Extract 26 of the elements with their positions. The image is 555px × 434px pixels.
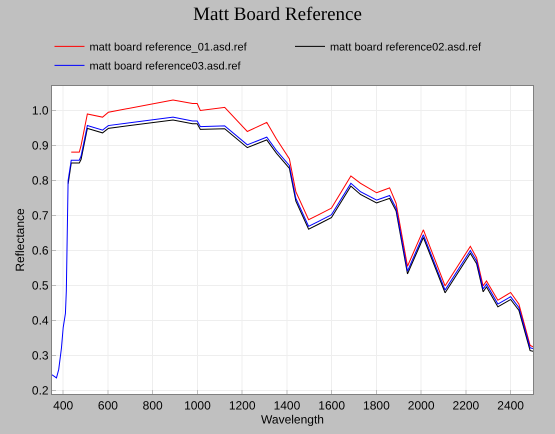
y-tick-label: 0.8 bbox=[32, 174, 49, 188]
x-tick-label: 1400 bbox=[274, 398, 301, 412]
x-tick-label: 400 bbox=[53, 398, 74, 412]
y-tick-label: 1.0 bbox=[32, 104, 49, 118]
x-tick-label: 1000 bbox=[184, 398, 212, 412]
legend-label: matt board reference_01.asd.ref bbox=[90, 42, 248, 54]
x-tick-label: 2200 bbox=[452, 398, 480, 412]
y-tick-label: 0.4 bbox=[32, 314, 49, 328]
y-tick-label: 0.3 bbox=[32, 348, 49, 363]
chart-title: Matt Board Reference bbox=[193, 4, 362, 25]
x-tick-label: 2400 bbox=[497, 398, 524, 412]
x-tick-label: 1600 bbox=[318, 398, 346, 412]
y-tick-label: 0.7 bbox=[32, 208, 49, 223]
y-tick-label: 0.5 bbox=[32, 278, 49, 293]
y-tick-label: 0.9 bbox=[32, 138, 49, 153]
x-axis-title: Wavelength bbox=[261, 412, 324, 426]
x-tick-label: 600 bbox=[98, 398, 118, 412]
x-tick-label: 1200 bbox=[228, 398, 256, 412]
y-tick-label: 0.2 bbox=[32, 384, 49, 398]
x-tick-label: 800 bbox=[142, 398, 163, 412]
y-axis-title: Reflectance bbox=[13, 208, 28, 272]
x-tick-label: 1800 bbox=[363, 398, 390, 412]
legend-label: matt board reference03.asd.ref bbox=[90, 60, 242, 73]
legend-label: matt board reference02.asd.ref bbox=[330, 42, 482, 54]
x-tick-label: 2000 bbox=[408, 398, 435, 412]
y-tick-label: 0.6 bbox=[32, 244, 49, 258]
